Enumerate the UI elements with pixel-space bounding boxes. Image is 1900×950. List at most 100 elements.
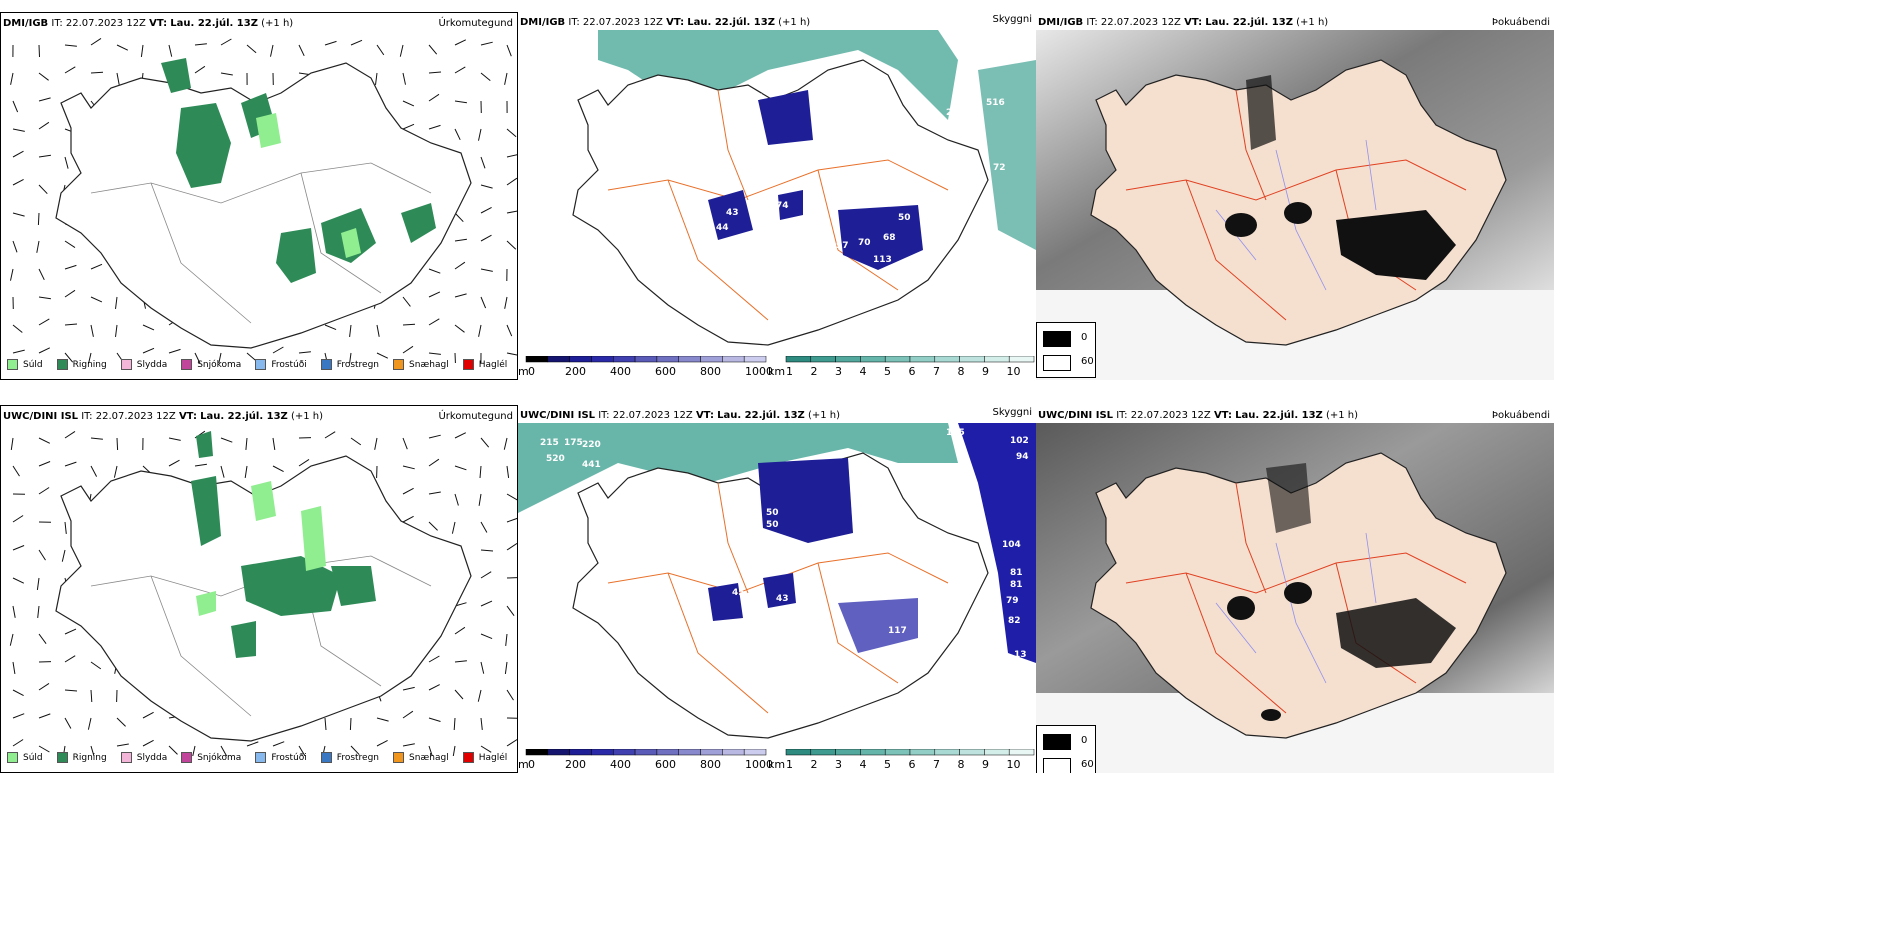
wind-barb [402, 345, 414, 354]
wind-barb [506, 128, 517, 138]
wind-barb [61, 549, 66, 562]
wind-barb [38, 347, 51, 354]
vis-value-label: 107 [742, 520, 761, 530]
wind-barb [37, 212, 40, 226]
wind-barb [298, 351, 311, 354]
colorbar-cell [984, 355, 1010, 363]
wind-barb [480, 268, 493, 272]
precip-rain-areas [161, 58, 436, 283]
wind-barb [12, 713, 25, 719]
wind-barb [64, 44, 77, 47]
colorbar-cell [525, 748, 549, 756]
panel-title: Úrkomutegund [438, 18, 513, 29]
wind-barb [218, 352, 222, 363]
wind-barb [270, 44, 274, 57]
wind-barb [428, 93, 440, 102]
wind-barb [428, 491, 441, 495]
wind-barb [220, 465, 225, 478]
wind-barb [90, 437, 103, 440]
low-vis-areas [708, 90, 923, 270]
legend-label: Snæhagl [409, 359, 449, 370]
wind-barb [142, 324, 155, 331]
vis-value-label: 82 [1008, 616, 1021, 626]
wind-barb [12, 577, 25, 584]
wind-barb [506, 177, 517, 186]
wind-barb [376, 739, 388, 747]
fog-legend: 0 60 [1036, 725, 1096, 773]
colorbar-tick-label: 0 [528, 758, 535, 771]
colorbar-cell [884, 355, 911, 363]
wind-barb [244, 465, 248, 478]
precip-drizzle-areas [256, 113, 361, 258]
fog-legend-max-swatch [1043, 355, 1071, 371]
legend-swatch [255, 752, 267, 763]
colorbar-cell [743, 748, 767, 756]
vis-value-label: 45 [732, 588, 745, 598]
wind-barb [454, 689, 464, 700]
wind-barb [192, 745, 196, 756]
wind-barb [90, 71, 104, 74]
wind-barb [272, 465, 284, 473]
vis-value-label: 97 [836, 241, 849, 251]
wind-barb [428, 291, 441, 298]
wind-barb [428, 458, 440, 467]
wind-barb [12, 515, 24, 523]
wind-barb [375, 72, 378, 85]
wind-barb [480, 234, 492, 242]
legend-label: Snjókoma [197, 359, 242, 370]
wind-barb [38, 487, 50, 495]
colorbar-tick-label: m [518, 758, 529, 771]
colorbar-tick-label: 5 [884, 365, 891, 378]
wind-barb [506, 689, 514, 701]
legend-swatch [255, 359, 267, 370]
vis-value-label: 43 [726, 208, 739, 218]
wind-barb [88, 352, 92, 363]
vis-value-label: 72 [993, 163, 1006, 173]
legend-label: Haglél [478, 359, 508, 370]
wind-barb [64, 323, 78, 326]
wind-barb [350, 437, 362, 446]
wind-barb [38, 154, 51, 158]
colorbar-cell [722, 355, 745, 363]
colorbar-cell [743, 355, 767, 363]
wind-barb [64, 521, 67, 534]
wind-barb [38, 633, 47, 644]
wind-barb [36, 577, 40, 590]
wind-barb [480, 184, 493, 189]
wind-barb [506, 542, 517, 551]
wind-barb [428, 717, 441, 722]
colorbar-tick-label: 8 [958, 365, 965, 378]
wind-barb [428, 318, 440, 326]
vis-value-label: 43 [776, 594, 789, 604]
legend-swatch [56, 359, 68, 370]
colorbar-cell [547, 748, 570, 756]
colorbar-cell [810, 748, 836, 756]
legend-item: Snjókoma [181, 752, 241, 763]
vis-value-label: 47 [858, 568, 871, 578]
wind-barb [376, 717, 389, 722]
colorbar-cell [934, 355, 960, 363]
wind-barb [10, 437, 14, 450]
wind-barb [220, 72, 233, 76]
panel-title: Þokuábendi [1491, 17, 1550, 28]
wind-barb [480, 600, 493, 607]
legend-label: Slydda [136, 752, 168, 763]
wind-barb [12, 178, 24, 186]
wind-barb [402, 710, 414, 719]
wind-barb [64, 461, 77, 467]
colorbar-cell [860, 355, 886, 363]
colorbar-tick-label: 7 [933, 758, 940, 771]
wind-barb [503, 437, 508, 450]
low-vis-sea [518, 423, 958, 513]
wind-barb [478, 493, 482, 506]
colorbar-cell [810, 355, 836, 363]
legend-item: Rigning [56, 752, 107, 763]
wind-barb [506, 210, 517, 214]
colorbar-cell [785, 355, 812, 363]
colorbar-cell [569, 355, 592, 363]
wind-barb [38, 121, 50, 130]
wind-barb [324, 324, 337, 331]
wind-barb [454, 660, 467, 663]
